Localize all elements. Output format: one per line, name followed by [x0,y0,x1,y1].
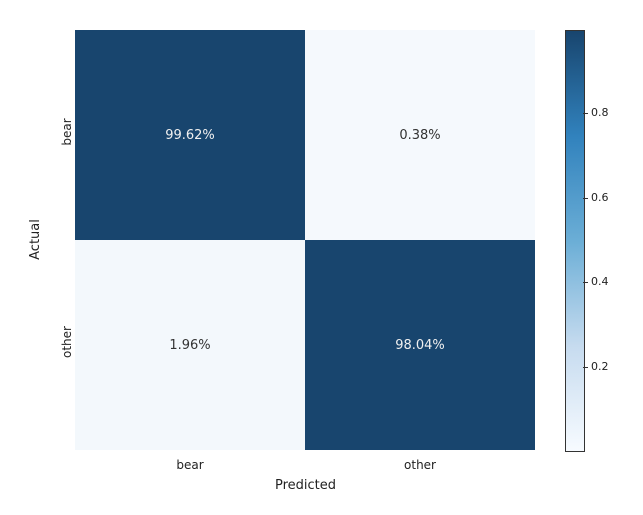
colorbar-tick-mark [583,367,588,368]
heatmap-cell: 99.62% [75,30,305,240]
colorbar-tick-label: 0.2 [591,360,609,373]
x-tick-bear: bear [150,458,230,472]
colorbar-tick-mark [583,282,588,283]
colorbar-tick-label: 0.4 [591,275,609,288]
heatmap-cell: 0.38% [305,30,535,240]
x-tick-other: other [380,458,460,472]
colorbar-gradient [565,30,585,452]
heatmap-grid: 99.62%0.38%1.96%98.04% [75,30,535,450]
colorbar-tick-label: 0.6 [591,191,609,204]
y-tick-bear: bear [60,112,74,152]
colorbar-tick-label: 0.8 [591,106,609,119]
heatmap-cell: 1.96% [75,240,305,450]
colorbar-tick-mark [583,198,588,199]
colorbar-tick-mark [583,113,588,114]
heatmap-cell: 98.04% [305,240,535,450]
y-axis-label: Actual [28,219,43,260]
x-axis-label: Predicted [275,478,336,493]
y-tick-other: other [60,322,74,362]
